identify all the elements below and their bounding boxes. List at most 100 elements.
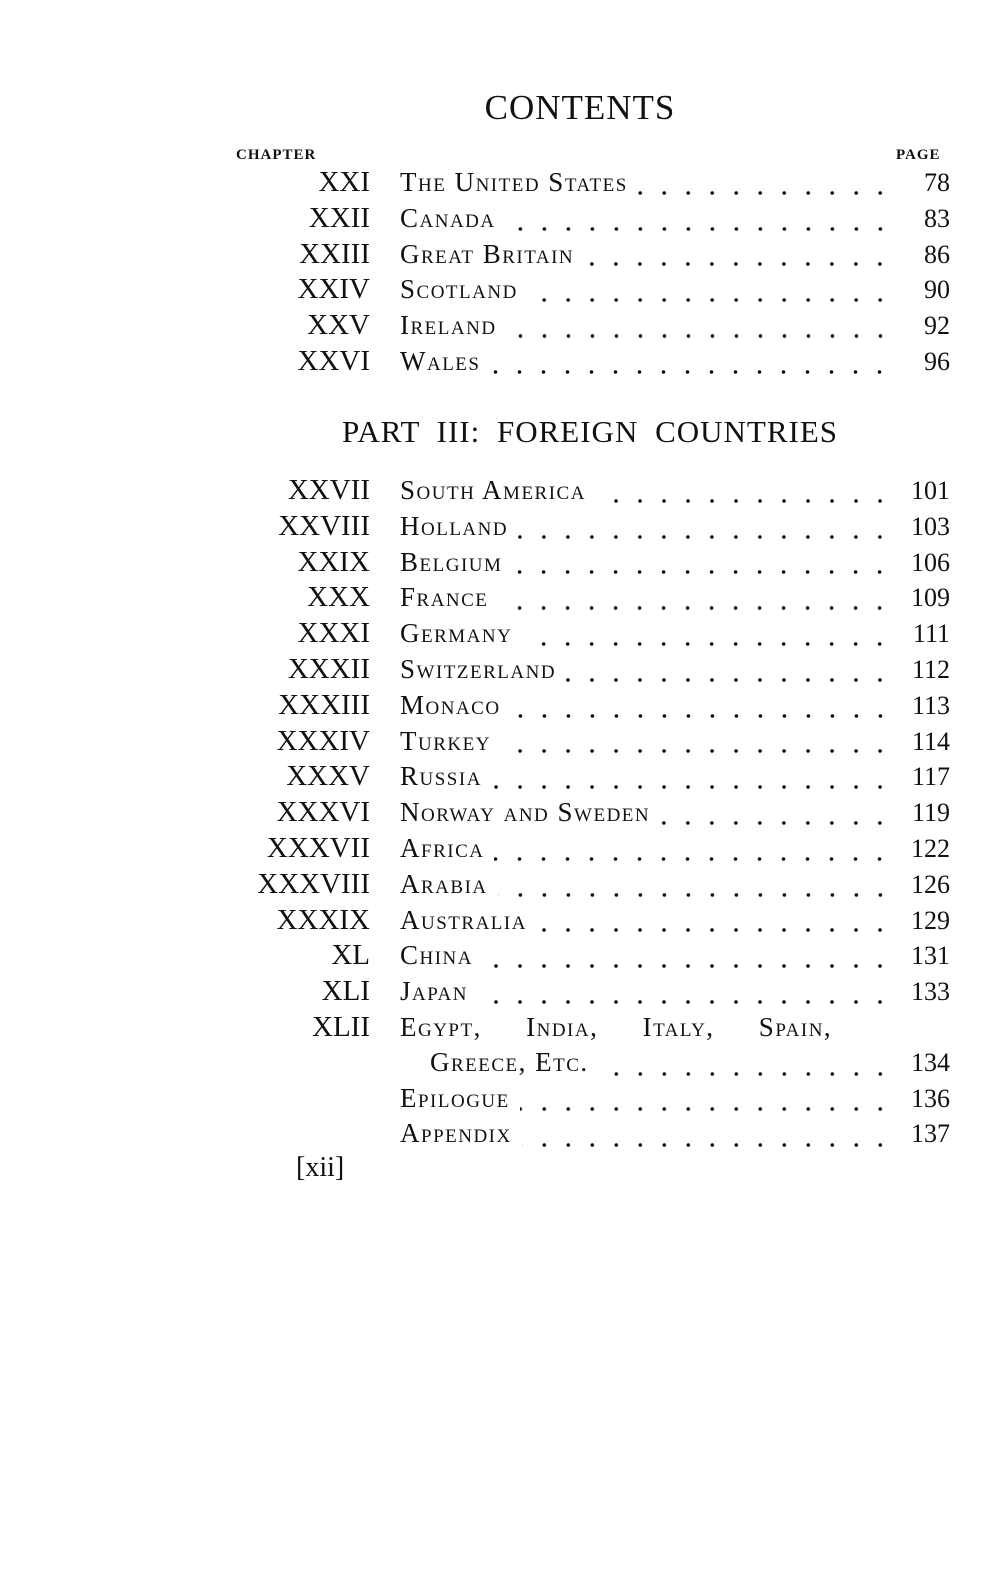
chapter-title: Scotland: [400, 274, 518, 305]
page-number: 133: [911, 977, 950, 1007]
page-number: 92: [924, 311, 950, 341]
page-number: 109: [911, 583, 950, 613]
chapter-title: Germany: [400, 618, 513, 649]
dot-leader: [566, 676, 892, 683]
dot-leader: [497, 891, 892, 898]
chapter-title: Egypt, India, Italy, Spain,: [400, 1011, 833, 1042]
dot-leader: [521, 1142, 892, 1149]
chapter-number: XLI: [321, 975, 370, 1008]
chapter-title: Switzerland: [400, 653, 557, 684]
chapter-number: XXXVI: [276, 796, 370, 829]
dot-leader: [522, 641, 892, 648]
page-number: 114: [911, 726, 950, 756]
toc-entry: XXII Canada 83: [230, 202, 950, 238]
page-number: 83: [924, 203, 950, 233]
chapter-number: XXX: [307, 581, 370, 614]
chapter-number: XLII: [312, 1010, 370, 1043]
part-heading: PART III: FOREIGN COUNTRIES: [341, 414, 839, 449]
chapter-number: XXXVII: [266, 831, 370, 864]
chapter-number: XXI: [318, 166, 370, 198]
chapter-title: Appendix: [400, 1118, 512, 1149]
dot-leader: [584, 261, 892, 268]
toc-entry: XXXV Russia 117: [230, 760, 950, 796]
chapter-title: Canada: [400, 202, 496, 233]
toc-entry: XXXVI Norway and Sweden 119: [230, 796, 950, 832]
page-number: 126: [911, 869, 950, 899]
chapter-number: XXXVIII: [257, 867, 370, 900]
chapter-title: Arabia: [400, 868, 488, 899]
chapter-title: Holland: [400, 510, 509, 541]
chapter-title: Africa: [400, 832, 485, 863]
page-number: 122: [911, 833, 950, 863]
toc-entry: XXXIII Monaco 113: [230, 689, 950, 725]
dot-leader: [595, 497, 892, 504]
chapter-number: XXXII: [287, 652, 370, 685]
page-number: 134: [911, 1047, 950, 1077]
chapter-title: France: [400, 582, 489, 613]
toc-entry: XXXIX Australia 129: [230, 904, 950, 940]
contents-list-part-2-end: XXI The United States 78 XXII Canada 83 XXIII G…: [230, 166, 951, 381]
dot-leader: [491, 784, 892, 791]
dot-leader: [490, 368, 892, 375]
dot-leader: [536, 927, 892, 934]
page-number: 137: [911, 1119, 950, 1149]
toc-entry: XXXVIII Arabia 126: [230, 868, 950, 904]
chapter-number: XXVI: [297, 344, 371, 377]
page-folio: [xii]: [296, 1152, 345, 1183]
chapter-title: China: [400, 940, 473, 971]
chapter-number: XL: [331, 939, 370, 972]
dot-leader: [527, 297, 892, 304]
page-number: 101: [911, 476, 950, 505]
toc-entry: XXI The United States 78: [230, 166, 950, 202]
dot-leader: [637, 189, 892, 196]
chapter-title: Ireland: [400, 310, 497, 341]
page-number: 103: [911, 511, 950, 541]
toc-entry: XLI Japan 133: [230, 975, 950, 1011]
page-title: CONTENTS: [484, 88, 676, 127]
page-number: 117: [911, 762, 950, 792]
chapter-title: Wales: [400, 345, 481, 376]
dot-leader: [512, 569, 892, 576]
toc-entry: XLII Egypt, India, Italy, Spain,: [230, 1011, 950, 1047]
chapter-title: The United States: [400, 167, 628, 197]
toc-entry: Epilogue 136: [230, 1083, 950, 1119]
chapter-title: Russia: [400, 761, 482, 792]
chapter-number: XXXIV: [276, 724, 370, 757]
chapter-number: XXIV: [297, 273, 371, 306]
toc-entry: XXX France 109: [230, 581, 950, 617]
page-number: 90: [924, 275, 950, 305]
chapter-number: XXXIII: [278, 688, 370, 721]
dot-leader: [598, 1070, 892, 1077]
dot-leader: [494, 855, 892, 862]
toc-entry: XXIV Scotland 90: [230, 273, 951, 309]
chapter-title: Greece, Etc.: [430, 1046, 589, 1077]
toc-entry: XXXIV Turkey 114: [230, 725, 950, 761]
chapter-number: XXXIX: [276, 903, 370, 936]
chapter-number: XXII: [308, 201, 370, 234]
dot-leader: [498, 605, 892, 612]
dot-leader: [518, 533, 892, 540]
page-number: 78: [924, 168, 950, 197]
toc-entry: XXXVII Africa 122: [230, 832, 950, 868]
toc-entry: XXXII Switzerland 112: [230, 653, 950, 689]
toc-entry: XL China 131: [230, 939, 950, 975]
page-number: 86: [924, 239, 950, 269]
chapter-title: Japan: [400, 976, 468, 1007]
dot-leader: [506, 333, 892, 340]
toc-entry: XXVIII Holland 103: [230, 510, 950, 546]
dot-leader: [510, 712, 892, 719]
chapter-number: XXXI: [297, 617, 371, 650]
chapter-number: XXVIII: [278, 509, 370, 542]
chapter-title: Epilogue: [400, 1082, 510, 1113]
dot-leader: [505, 225, 892, 232]
chapter-number: XXVII: [287, 474, 370, 506]
toc-entry: XXVI Wales 96: [230, 344, 951, 381]
chapter-title: Belgium: [400, 546, 503, 577]
page-number: 131: [911, 941, 950, 971]
toc-entry: Greece, Etc. 134: [230, 1047, 950, 1083]
chapter-title: Great Britain: [400, 238, 575, 269]
dot-leader: [519, 1106, 892, 1113]
page-number: 111: [912, 619, 950, 649]
toc-entry: XXVII South America 101: [230, 474, 950, 510]
dot-leader: [478, 999, 892, 1006]
